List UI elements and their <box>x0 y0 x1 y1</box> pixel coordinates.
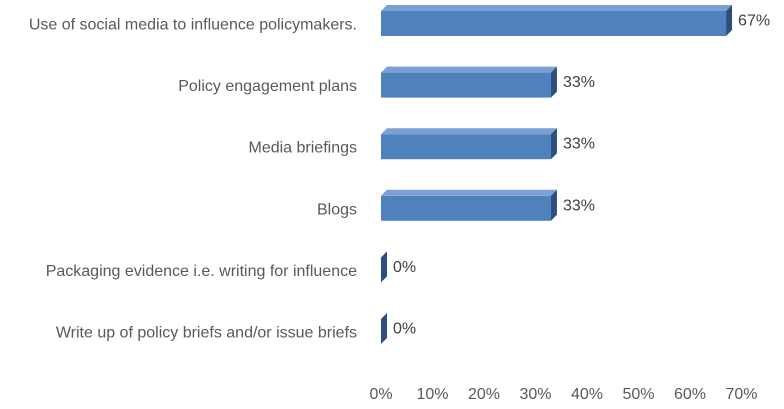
category-label: Blogs <box>317 201 357 218</box>
data-label: 33% <box>563 197 595 214</box>
category-label: Packaging evidence i.e. writing for infl… <box>46 263 357 280</box>
x-tick-label: 60% <box>674 386 706 403</box>
bar-side-face <box>550 66 557 98</box>
bar <box>381 134 551 160</box>
bar-side-face <box>381 251 387 283</box>
data-label: 67% <box>738 13 770 30</box>
x-tick-label: 50% <box>622 386 654 403</box>
bar <box>381 72 551 98</box>
category-label: Write up of policy briefs and/or issue b… <box>56 325 357 342</box>
category-label: Media briefings <box>249 140 358 157</box>
category-label: Policy engagement plans <box>178 78 357 95</box>
bar-top-face <box>381 5 733 11</box>
bar-side-face <box>550 128 557 160</box>
bar-top-face <box>381 189 557 196</box>
bar-top-face <box>381 128 557 135</box>
data-label: 0% <box>393 321 416 338</box>
bar-top-face <box>381 66 557 73</box>
bar <box>381 195 551 221</box>
data-label: 33% <box>563 74 595 91</box>
data-label: 0% <box>393 259 416 276</box>
bar-side-face <box>550 189 557 221</box>
x-tick-label: 0% <box>369 386 392 403</box>
x-tick-label: 70% <box>725 386 757 403</box>
bar-side-face <box>381 313 387 344</box>
bar-side-face <box>726 5 733 36</box>
x-tick-label: 10% <box>416 386 448 403</box>
bar <box>381 11 727 36</box>
x-tick-label: 40% <box>571 386 603 403</box>
category-label: Use of social media to influence policym… <box>29 17 357 34</box>
x-tick-label: 20% <box>468 386 500 403</box>
x-tick-label: 30% <box>519 386 551 403</box>
data-label: 33% <box>563 136 595 153</box>
